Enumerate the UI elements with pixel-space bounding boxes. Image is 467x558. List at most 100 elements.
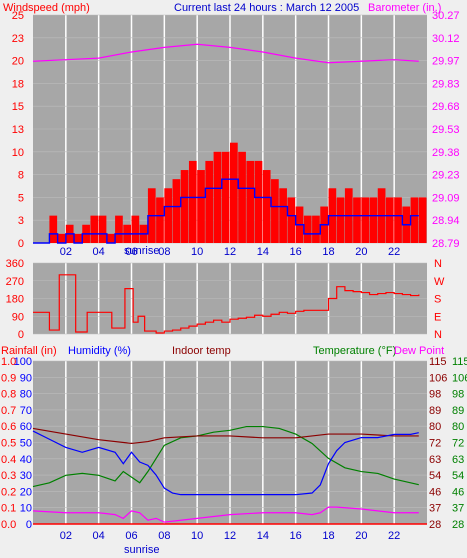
hour-tick: 08 <box>158 530 170 542</box>
hour-tick: 18 <box>322 246 334 258</box>
temp-tick: 72 <box>429 438 441 450</box>
wind-gust-bar <box>57 233 66 243</box>
humidity-tick: 100 <box>14 356 32 368</box>
dew-tick: 98 <box>452 389 464 401</box>
wind-gust-bar <box>303 215 312 243</box>
barometer-tick: 28.79 <box>432 238 460 250</box>
dew-tick: 89 <box>452 405 464 417</box>
barometer-tick: 30.12 <box>432 33 460 45</box>
rain-tick: 0.1 <box>1 503 16 515</box>
sunrise-label-bottom: sunrise <box>124 544 159 556</box>
humidity-tick: 40 <box>20 454 32 466</box>
wind-gust-bar <box>246 160 255 243</box>
wind-gust-bar <box>394 197 402 243</box>
windspeed-tick: 5 <box>18 192 24 204</box>
dew-tick: 46 <box>452 486 464 498</box>
hour-tick: 12 <box>224 530 236 542</box>
humidity-label: Humidity (%) <box>68 345 131 357</box>
wind-gust-bar <box>221 151 230 243</box>
compass-tick: E <box>434 311 441 323</box>
wind-gust-bar <box>156 197 164 243</box>
wind-gust-bar <box>106 233 115 243</box>
hour-tick: 14 <box>257 530 269 542</box>
dew-tick: 54 <box>452 470 464 482</box>
wind-gust-bar <box>353 197 361 243</box>
windspeed-tick: 8 <box>18 170 24 182</box>
temp-tick: 37 <box>429 503 441 515</box>
wind-gust-bar <box>238 151 246 243</box>
rain-tick: 0.5 <box>1 438 16 450</box>
wind-gust-bar <box>49 215 58 243</box>
barometer-tick: 28.94 <box>432 215 460 227</box>
dew-tick: 37 <box>452 503 464 515</box>
hour-tick: 16 <box>290 246 302 258</box>
windspeed-tick: 15 <box>12 101 24 113</box>
wind-gust-bar <box>213 151 222 243</box>
windspeed-tick: 0 <box>18 238 24 250</box>
direction-tick: 270 <box>6 276 24 288</box>
humidity-tick: 70 <box>20 405 32 417</box>
wind-gust-bar <box>312 215 320 243</box>
humidity-tick: 10 <box>20 503 32 515</box>
windspeed-tick: 13 <box>12 124 24 136</box>
hour-tick: 06 <box>125 246 137 258</box>
temp-tick: 28 <box>429 519 441 531</box>
wind-gust-bar <box>205 160 214 243</box>
wind-direction-line <box>33 274 420 334</box>
windspeed-axis-label: Windspeed (mph) <box>3 2 90 14</box>
chart-title: Current last 24 hours : March 12 2005 <box>174 2 359 14</box>
hour-tick: 06 <box>125 530 137 542</box>
direction-tick: 180 <box>6 294 24 306</box>
wind-gust-bar <box>361 197 370 243</box>
rain-tick: 1.0 <box>1 356 16 368</box>
dew-tick: 28 <box>452 519 464 531</box>
temp-tick: 115 <box>429 356 447 368</box>
windspeed-tick: 25 <box>12 10 24 22</box>
hour-tick: 10 <box>191 246 203 258</box>
wind-gust-bar <box>197 170 205 243</box>
wind-gust-bar <box>271 179 279 243</box>
barometer-line <box>32 43 419 64</box>
hour-tick: 16 <box>290 530 302 542</box>
wind-gust-bar <box>410 197 419 243</box>
hour-tick: 08 <box>158 246 170 258</box>
rain-tick: 0.7 <box>1 405 16 417</box>
dew-point-label: Dew Point <box>394 345 444 357</box>
humidity-tick: 30 <box>20 470 32 482</box>
hour-tick: 04 <box>93 246 105 258</box>
hour-tick: 04 <box>93 530 105 542</box>
hour-tick: 18 <box>322 530 334 542</box>
wind-gust-bar <box>172 179 181 243</box>
barometer-tick: 29.23 <box>432 170 460 182</box>
direction-tick: 90 <box>12 311 24 323</box>
indoor-temp-label: Indoor temp <box>172 345 231 357</box>
rainfall-label: Rainfall (in) <box>1 345 57 357</box>
indoor-temp-line <box>32 427 419 445</box>
wind-gust-bar <box>188 160 197 243</box>
dew-tick: 106 <box>452 372 467 384</box>
direction-tick: 0 <box>18 329 24 341</box>
wind-average-line <box>33 178 419 244</box>
barometer-tick: 29.53 <box>432 124 460 136</box>
wind-gust-bar <box>180 170 189 243</box>
wind-gust-bar <box>254 160 263 243</box>
humidity-tick: 20 <box>20 486 32 498</box>
windspeed-tick: 18 <box>12 78 24 90</box>
sunrise-label-top: sunrise <box>124 245 159 257</box>
temperature-line <box>32 425 419 488</box>
rain-tick: 0.8 <box>1 389 16 401</box>
wind-gust-bar <box>336 197 345 243</box>
rain-tick: 0.0 <box>1 519 16 531</box>
windspeed-tick: 20 <box>12 56 24 68</box>
wind-gust-bar <box>98 215 107 243</box>
temp-tick: 46 <box>429 486 441 498</box>
wind-gust-bar <box>369 197 378 243</box>
windspeed-tick: 10 <box>12 147 24 159</box>
wind-gust-bar <box>385 197 394 243</box>
temp-humidity-chart: 0.0 0 28 28 0.1 10 37 37 0.2 20 46 46 0.3 30 54 54 0.4 40… <box>1 356 467 542</box>
hour-tick: 20 <box>355 530 367 542</box>
barometer-tick: 29.83 <box>432 78 460 90</box>
humidity-tick: 0 <box>26 519 32 531</box>
compass-tick: W <box>434 276 445 288</box>
